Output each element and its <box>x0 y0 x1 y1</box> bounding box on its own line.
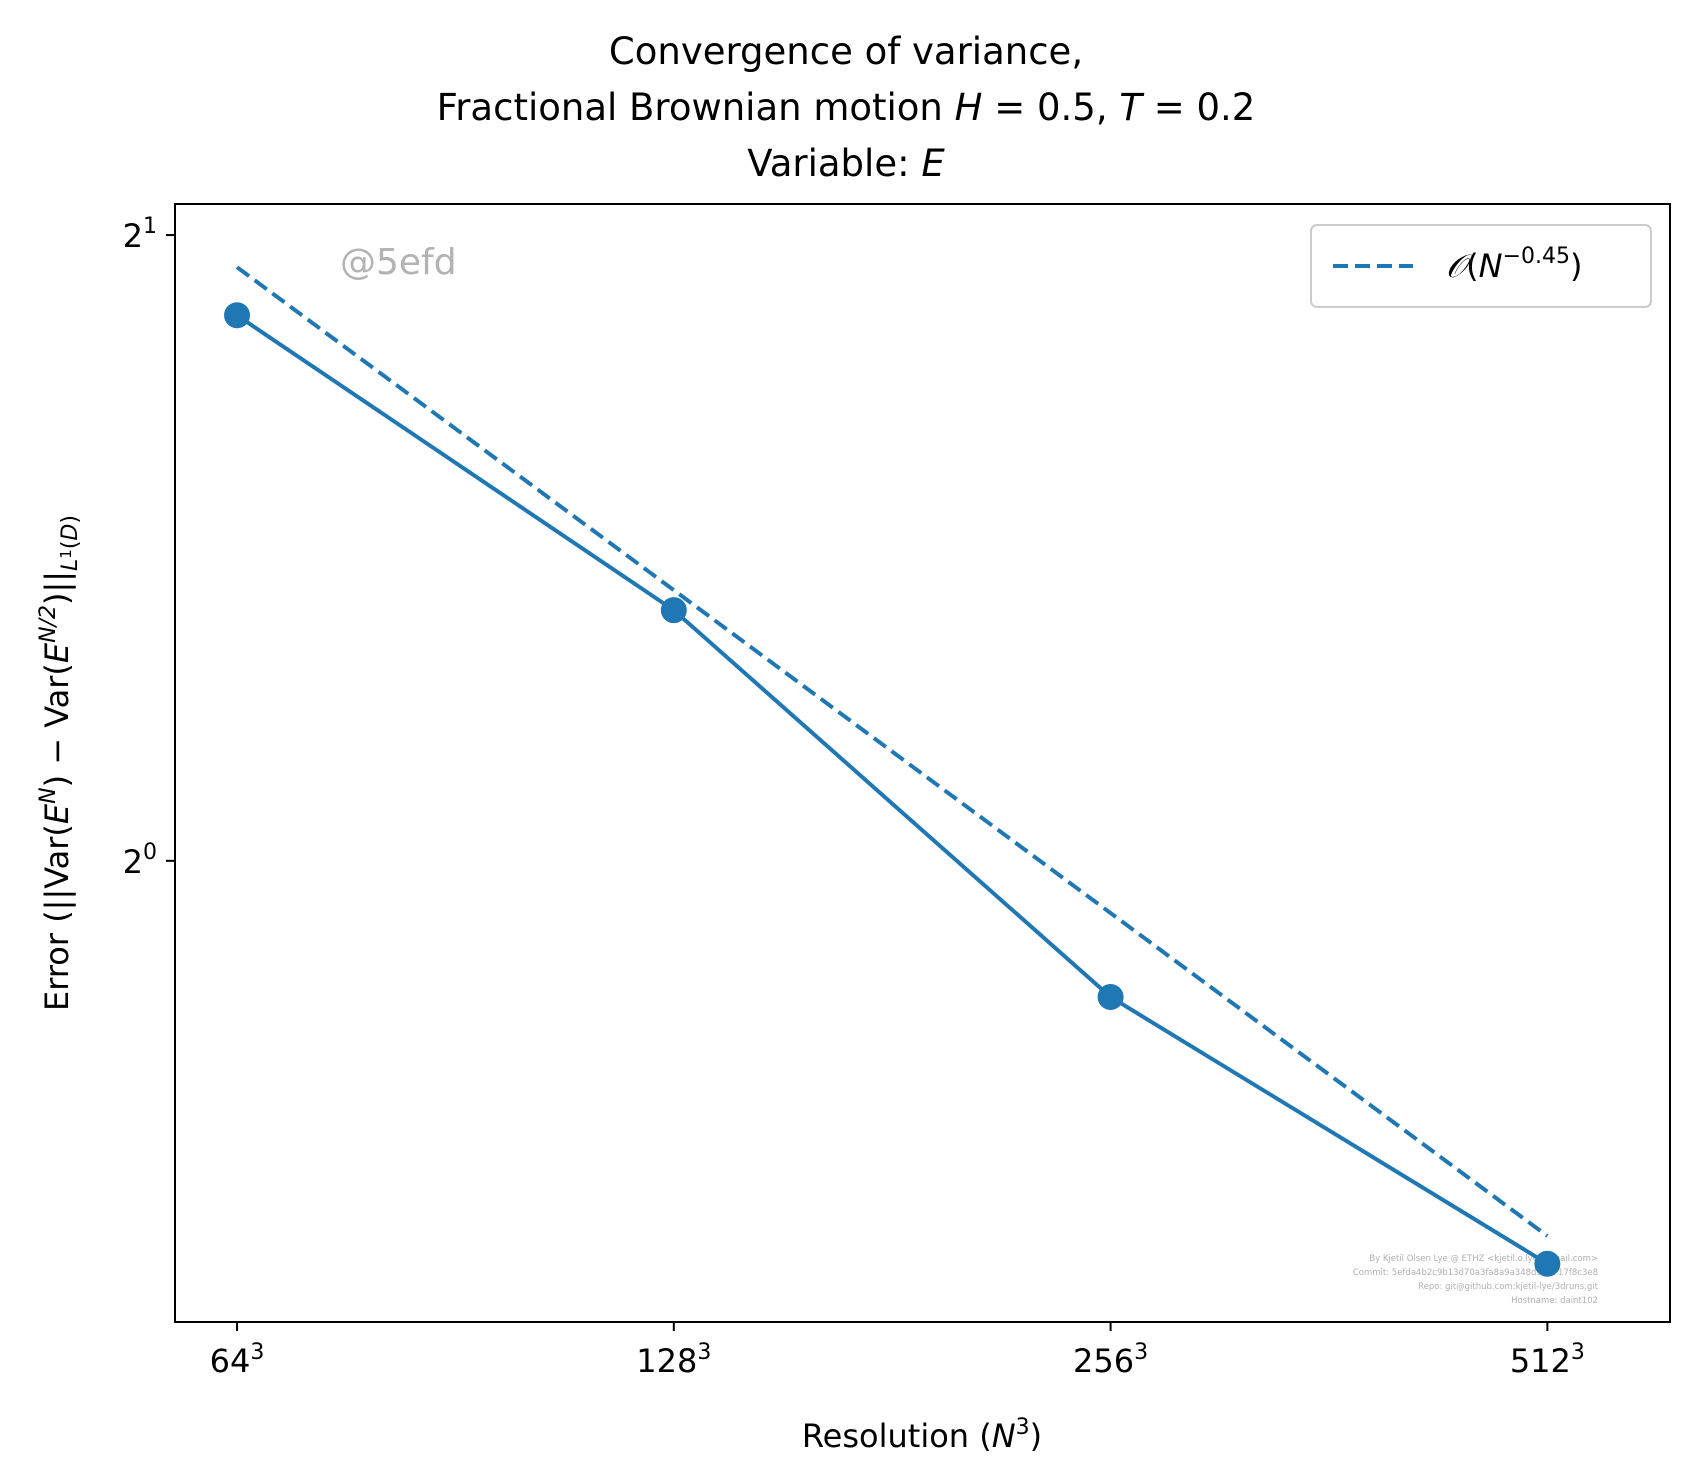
legend-label: 𝒪(N−0.45) <box>1446 244 1583 285</box>
credit-line-3: Repo: git@github.com:kjetil-lye/3druns.g… <box>1418 1282 1599 1292</box>
data-point <box>224 302 251 329</box>
data-point <box>1534 1250 1561 1277</box>
legend-box <box>1310 224 1652 308</box>
x-tick-label: 643 <box>210 1340 265 1380</box>
legend: 𝒪(N−0.45) <box>1310 224 1652 308</box>
x-tick-label: 2563 <box>1073 1340 1148 1380</box>
credits: By Kjetil Olsen Lye @ ETHZ <kjetil.o.lye… <box>1353 1254 1599 1306</box>
x-tick-label: 1283 <box>636 1340 711 1380</box>
credit-line-1: By Kjetil Olsen Lye @ ETHZ <kjetil.o.lye… <box>1369 1254 1598 1264</box>
title-line-2: Fractional Brownian motion H = 0.5, T = … <box>437 86 1256 129</box>
x-axis-ticks: 643 1283 2563 5123 <box>210 1322 1585 1380</box>
reference-line-series <box>235 265 1549 1238</box>
watermark: @5efd <box>340 242 457 283</box>
credit-line-2: Commit: 5efda4b2c9b13d70a3fa8a9a348d9837… <box>1353 1268 1598 1278</box>
y-tick-label: 21 <box>123 214 157 255</box>
data-point <box>1097 983 1124 1010</box>
x-axis-label: Resolution (N3) <box>802 1415 1042 1455</box>
data-point <box>660 597 687 624</box>
y-tick-label: 20 <box>123 840 157 881</box>
title-line-3: Variable: E <box>747 142 945 185</box>
error-series-line <box>235 313 1549 1266</box>
chart-title: Convergence of variance, Fractional Brow… <box>437 30 1256 185</box>
plot-area <box>174 203 1671 1323</box>
series-layer <box>224 265 1561 1277</box>
x-tick-label: 5123 <box>1510 1340 1585 1380</box>
credit-line-4: Hostname: daint102 <box>1511 1296 1598 1306</box>
y-axis-label: Error (||Var(EN) − Var(EN/2)||L1(D) <box>36 515 83 1011</box>
title-line-1: Convergence of variance, <box>609 30 1083 73</box>
